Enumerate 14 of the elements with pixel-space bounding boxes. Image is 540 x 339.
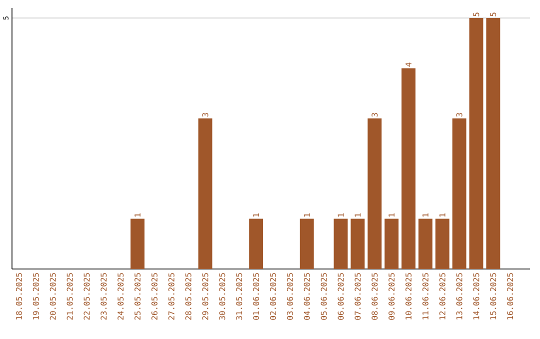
bar: [469, 18, 484, 270]
bar: [130, 218, 144, 270]
bar: [368, 118, 382, 270]
bar: [418, 218, 432, 270]
bar: [486, 18, 500, 270]
bar: [402, 68, 416, 270]
bar: [198, 118, 212, 270]
bar: [334, 218, 348, 270]
bar: [350, 218, 365, 270]
bar: [435, 218, 450, 270]
bar: [300, 218, 314, 270]
bar: [452, 118, 466, 270]
bar: [249, 218, 264, 270]
bar: [384, 218, 399, 270]
